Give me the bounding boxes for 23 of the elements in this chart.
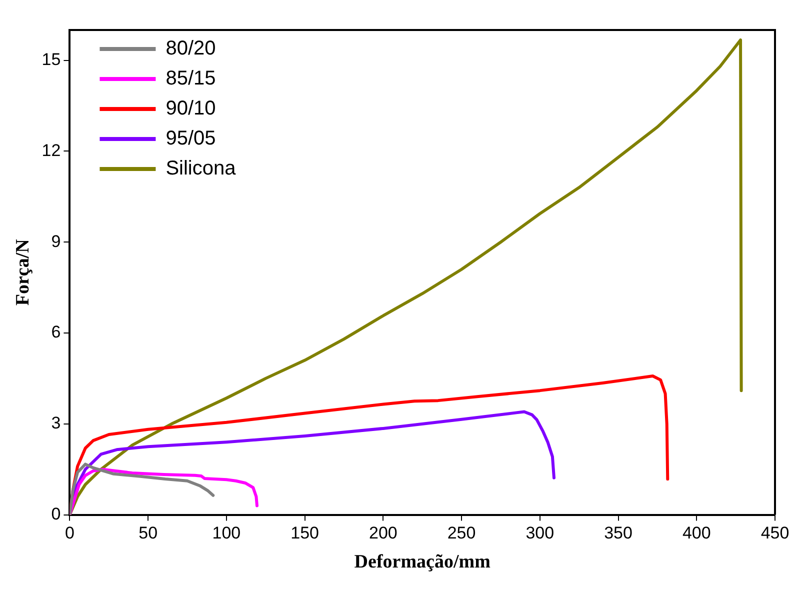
- x-tick-label: 300: [526, 524, 554, 543]
- y-tick-label: 6: [51, 322, 61, 342]
- x-axis-title: Deformação/mm: [354, 552, 491, 573]
- legend-label: 85/15: [166, 68, 216, 90]
- y-tick-label: 12: [42, 140, 61, 160]
- x-tick-label: 350: [604, 524, 632, 543]
- y-tick-label: 3: [51, 414, 61, 433]
- legend-label: 80/20: [166, 38, 216, 60]
- x-tick-label: 150: [290, 524, 319, 543]
- legend-label: Silicona: [166, 158, 237, 180]
- x-tick-label: 100: [212, 524, 241, 543]
- x-tick-label: 250: [447, 524, 476, 543]
- y-tick-label: 0: [51, 504, 61, 524]
- y-tick-label: 9: [51, 232, 61, 251]
- legend-label: 90/10: [166, 98, 216, 120]
- y-axis-title: Força/N: [12, 238, 34, 306]
- x-tick-label: 50: [138, 524, 158, 543]
- x-tick-label: 400: [682, 524, 711, 543]
- y-tick-label: 15: [42, 50, 61, 69]
- legend-label: 95/05: [166, 128, 216, 150]
- x-tick-label: 200: [368, 524, 398, 543]
- x-tick-label: 450: [760, 524, 790, 543]
- x-tick-label: 0: [64, 524, 74, 543]
